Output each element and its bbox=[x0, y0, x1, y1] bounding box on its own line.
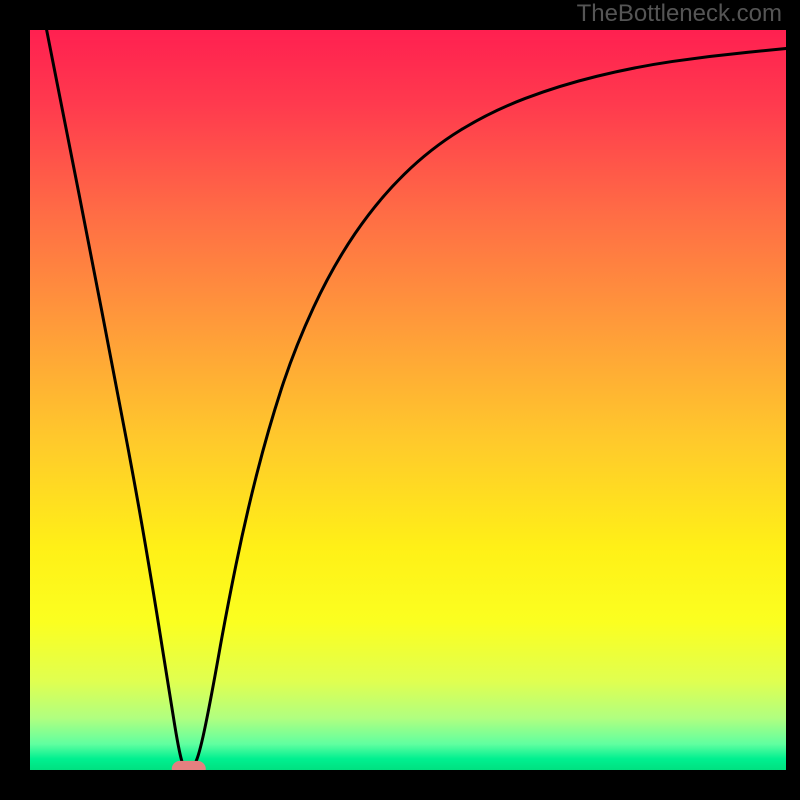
x-axis bbox=[16, 770, 786, 784]
bottleneck-chart bbox=[0, 0, 800, 800]
plot-background bbox=[30, 30, 786, 770]
chart-container: TheBottleneck.com bbox=[0, 0, 800, 800]
y-axis bbox=[16, 30, 30, 784]
